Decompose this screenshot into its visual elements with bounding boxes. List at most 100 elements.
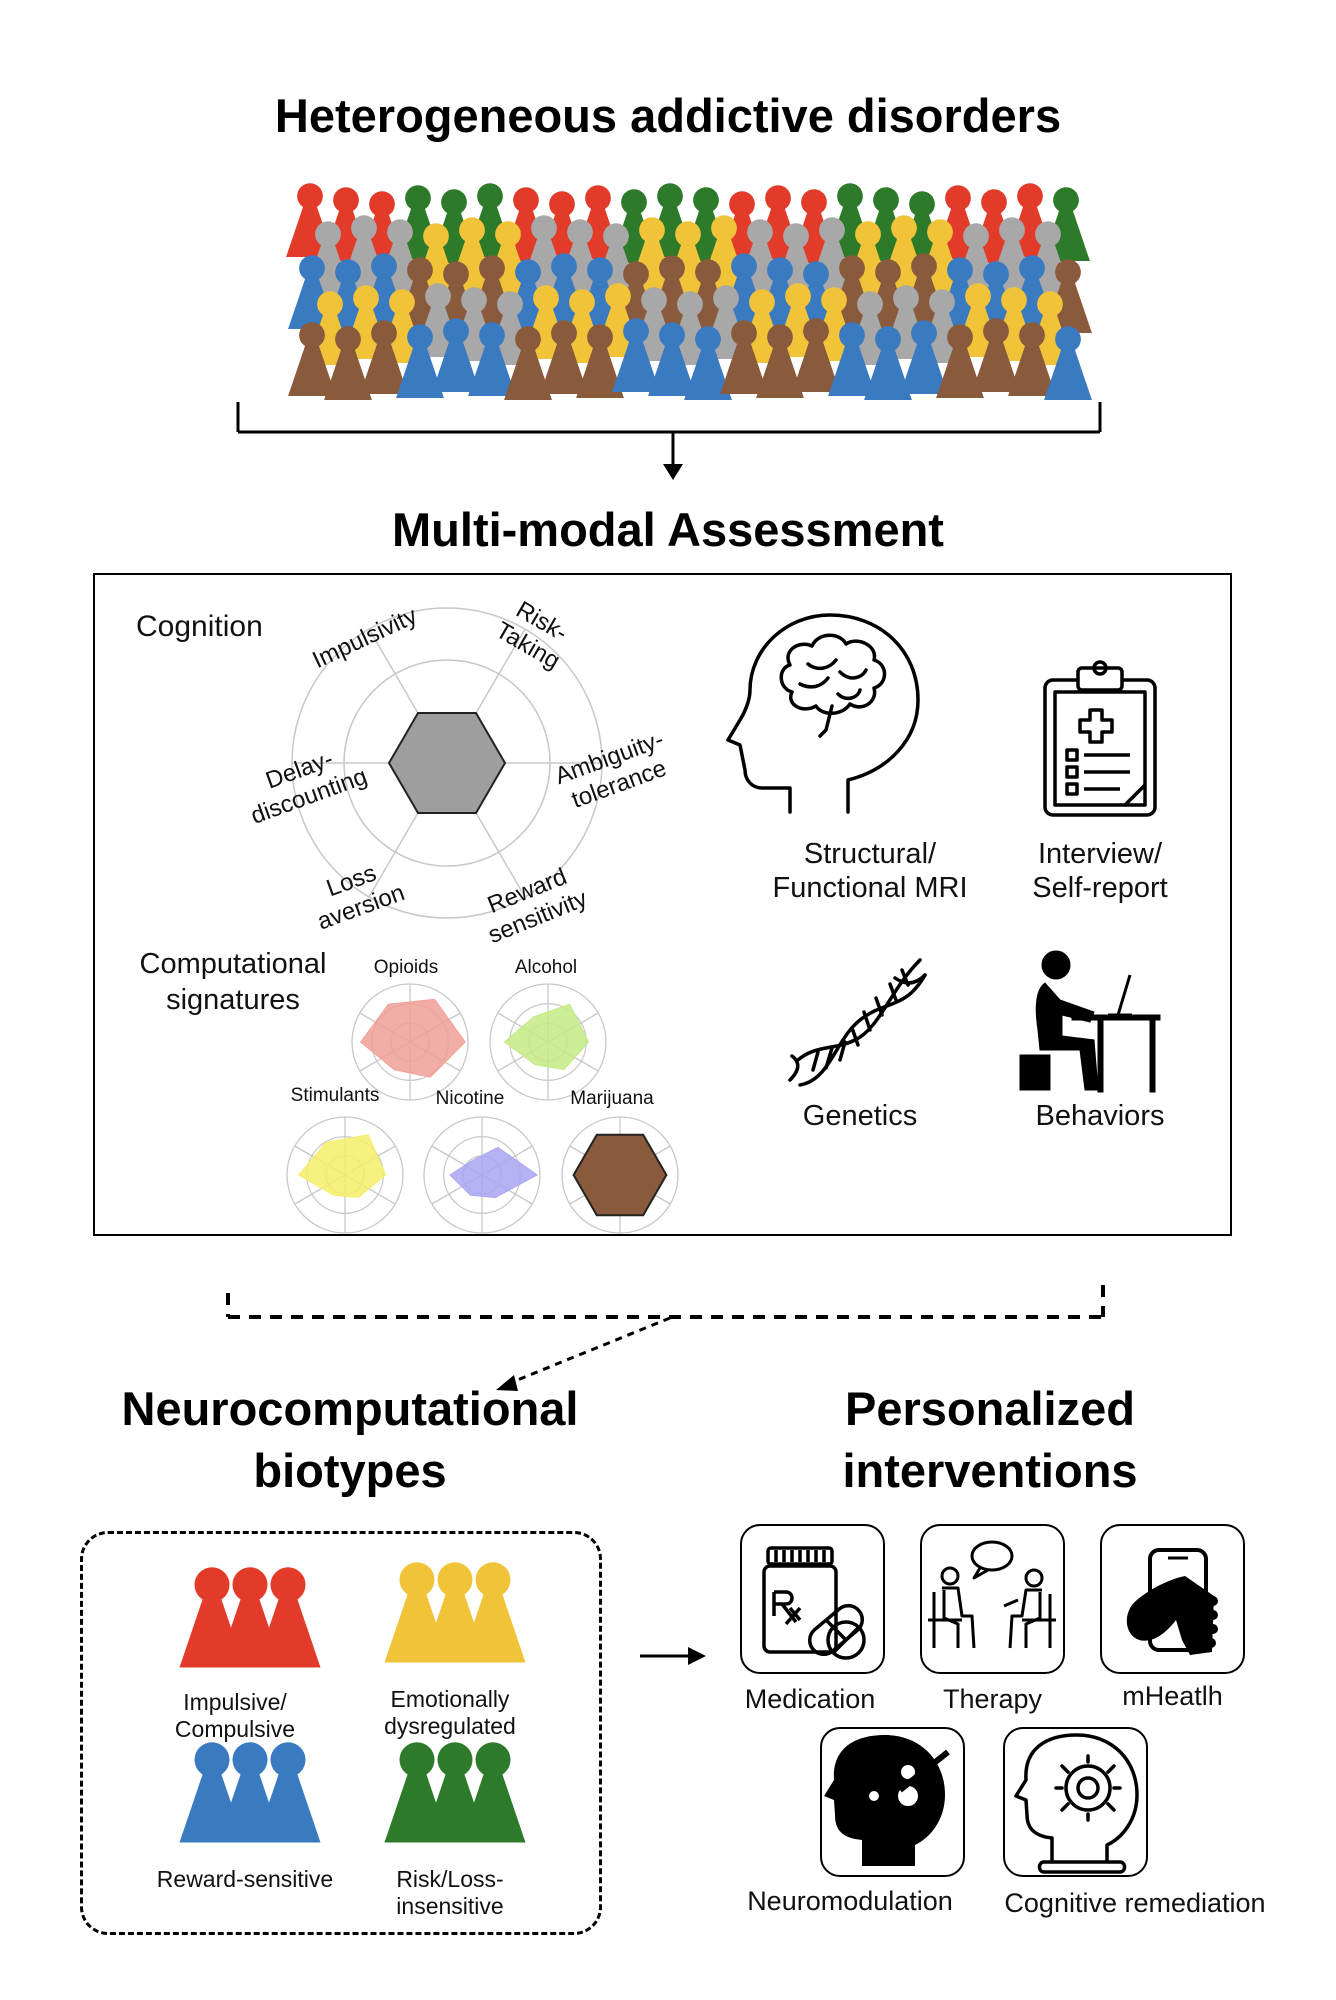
title-heterogeneous: Heterogeneous addictive disorders [274, 89, 1062, 142]
mini-radar-nicotine [423, 1116, 541, 1234]
crowd-person-92 [504, 326, 552, 401]
crowd-person-94 [576, 324, 624, 399]
signature-shape [503, 1003, 590, 1071]
head-gear-icon [1014, 1733, 1139, 1874]
signature-shape [572, 1133, 668, 1217]
biotype-emotional-line1: Emotionally [390, 1686, 510, 1712]
label-mri-1: Structural/ [803, 838, 937, 870]
card-medication [740, 1524, 885, 1674]
card-therapy [920, 1524, 1065, 1674]
crowd-person-97 [684, 326, 732, 401]
crowd-person-103 [900, 320, 948, 395]
label-neuromodulation: Neuromodulation [747, 1886, 953, 1916]
pill-bottle-icon [762, 1546, 866, 1660]
title-biotypes: Neurocomputational biotypes [60, 1378, 640, 1502]
mini-radar-alcohol [489, 983, 607, 1101]
biotype-emotional-line2: dysregulated [384, 1713, 516, 1739]
crowd-person-95 [612, 318, 660, 393]
crowd-person-93 [540, 320, 588, 395]
label-medication: Medication [744, 1684, 876, 1714]
crowd-person-87 [324, 326, 372, 401]
crowd-person-91 [468, 322, 516, 397]
cognition-heading: Cognition [136, 610, 263, 643]
label-biotype-impulsive: Impulsive/ Compulsive [140, 1689, 330, 1743]
biotype-risk-line1: Risk/Loss- [396, 1866, 504, 1892]
biotype-impulsive-line1: Impulsive/ [183, 1689, 287, 1715]
crowd-person-104 [936, 324, 984, 399]
crowd-person-99 [756, 324, 804, 399]
label-biotype-reward: Reward-sensitive [140, 1866, 350, 1893]
label-nicotine: Nicotine [435, 1088, 505, 1109]
dna-icon [788, 958, 927, 1087]
brain-head-icon [726, 613, 920, 814]
crowd-person-101 [828, 322, 876, 397]
crowd-person-98 [720, 320, 768, 395]
arrow-head-biotypes [496, 1375, 518, 1391]
head-magnet-icon [824, 1735, 950, 1866]
card-neuromodulation [820, 1727, 965, 1877]
crowd-person-105 [972, 318, 1020, 393]
crowd-person-86 [288, 322, 336, 397]
arrow-head-right [688, 1647, 706, 1665]
clipboard-icon [1043, 660, 1157, 817]
crowd-person-90 [432, 318, 480, 393]
crowd-person-107 [1044, 326, 1092, 401]
crowd-person-89 [396, 324, 444, 399]
biotypes-title-text: Neurocomputational biotypes [121, 1382, 579, 1497]
biotype-3-person-2 [460, 1742, 526, 1843]
signature-shape [360, 998, 466, 1078]
crowd-person-100 [792, 318, 840, 393]
biotypes-box [80, 1531, 602, 1935]
label-behaviors: Behaviors [1035, 1100, 1165, 1132]
label-mri-2: Functional MRI [772, 872, 968, 904]
label-interview-1: Interview/ [1037, 838, 1163, 870]
crowd-person-96 [648, 322, 696, 397]
label-cognitive: Cognitive remediation [1004, 1888, 1266, 1918]
therapy-icon [928, 1540, 1056, 1649]
card-mhealth [1100, 1524, 1245, 1674]
interventions-title-text: Personalized interventions [842, 1382, 1138, 1497]
label-biotype-emotional: Emotionally dysregulated [355, 1686, 545, 1740]
mini-radar-stimulants [286, 1116, 404, 1234]
label-therapy: Therapy [942, 1684, 1043, 1714]
label-interview-2: Self-report [1032, 872, 1168, 904]
computational-heading: Computational signatures [118, 946, 348, 1018]
arrow-head-down [663, 464, 683, 480]
assessment-box [93, 573, 1232, 1236]
crowd-person-88 [360, 320, 408, 395]
biotype-0-person-2 [255, 1567, 321, 1668]
signature-shape [449, 1146, 539, 1199]
crowd-person-102 [864, 326, 912, 401]
label-biotype-risk: Risk/Loss- insensitive [355, 1866, 545, 1920]
computational-heading-text: Computational signatures [139, 948, 327, 1016]
phone-in-hand-icon [1126, 1548, 1218, 1655]
label-opioids: Opioids [373, 957, 439, 978]
biotype-reward-line1: Reward-sensitive [156, 1866, 334, 1892]
label-marijuana: Marijuana [570, 1088, 654, 1109]
label-stimulants: Stimulants [290, 1085, 380, 1106]
biotype-1-person-2 [460, 1562, 526, 1663]
biotype-risk-line2: insensitive [396, 1893, 504, 1919]
label-genetics: Genetics [802, 1100, 918, 1132]
label-alcohol: Alcohol [514, 957, 578, 978]
biotype-impulsive-line2: Compulsive [174, 1716, 296, 1742]
mini-radar-opioids [351, 983, 469, 1101]
label-mhealth: mHeatlh [1122, 1681, 1223, 1711]
mini-radar-marijuana [561, 1116, 679, 1234]
card-cognitive [1003, 1727, 1148, 1877]
biotype-2-person-2 [255, 1742, 321, 1843]
signature-shape [297, 1134, 387, 1199]
crowd-person-106 [1008, 322, 1056, 397]
title-assessment: Multi-modal Assessment [392, 503, 944, 556]
person-at-desk-icon [1019, 950, 1161, 1093]
title-interventions: Personalized interventions [790, 1378, 1190, 1502]
